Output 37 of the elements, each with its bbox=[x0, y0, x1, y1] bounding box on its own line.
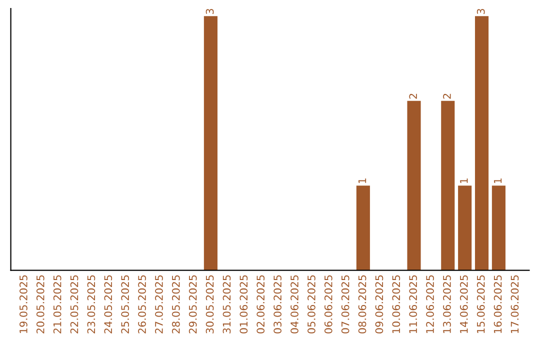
x-tick-label: 23.05.2025 bbox=[87, 275, 96, 334]
x-tick-label: 15.06.2025 bbox=[476, 275, 485, 333]
x-tick-label: 17.06.2025 bbox=[510, 275, 519, 333]
x-tick-label: 21.05.2025 bbox=[53, 275, 62, 334]
x-tick-label: 22.05.2025 bbox=[70, 275, 78, 334]
x-tick-label: 04.06.2025 bbox=[290, 275, 298, 334]
x-tick-label: 07.06.2025 bbox=[341, 275, 350, 334]
x-tick-label: 26.05.2025 bbox=[138, 275, 146, 334]
x-tick-label: 29.05.2025 bbox=[188, 275, 197, 334]
data-label: 2 bbox=[443, 94, 451, 99]
data-label: 3 bbox=[476, 8, 485, 14]
x-tick-label: 03.06.2025 bbox=[274, 275, 282, 334]
data-label: 1 bbox=[494, 178, 502, 184]
data-label: 3 bbox=[206, 8, 214, 14]
x-tick-label: 10.06.2025 bbox=[392, 275, 400, 333]
x-tick-label: 09.06.2025 bbox=[375, 275, 384, 334]
x-tick-label: 24.05.2025 bbox=[104, 275, 112, 334]
x-tick-label: 14.06.2025 bbox=[460, 275, 468, 333]
x-tick-label: 16.06.2025 bbox=[494, 275, 502, 333]
x-tick-label: 06.06.2025 bbox=[324, 275, 332, 334]
x-tick-label: 12.06.2025 bbox=[426, 275, 434, 333]
x-tick-label: 25.05.2025 bbox=[121, 275, 130, 334]
x-tick-label: 01.06.2025 bbox=[240, 275, 248, 334]
x-tick-label: 02.06.2025 bbox=[256, 275, 265, 334]
x-tick-label: 08.06.2025 bbox=[358, 275, 366, 334]
data-label: 1 bbox=[460, 178, 468, 184]
x-tick-label: 31.05.2025 bbox=[222, 275, 231, 334]
x-tick-label: 13.06.2025 bbox=[443, 275, 451, 333]
x-tick-label: 19.05.2025 bbox=[19, 275, 28, 333]
x-tick-label: 28.05.2025 bbox=[172, 275, 180, 334]
data-label: 2 bbox=[409, 94, 417, 99]
x-tick-label: 11.06.2025 bbox=[409, 275, 418, 333]
data-label: 1 bbox=[358, 178, 366, 184]
x-tick-label: 30.05.2025 bbox=[206, 275, 214, 334]
x-tick-label: 20.05.2025 bbox=[36, 275, 44, 334]
x-tick-label: 27.05.2025 bbox=[155, 275, 163, 334]
x-tick-label: 05.06.2025 bbox=[307, 275, 316, 334]
